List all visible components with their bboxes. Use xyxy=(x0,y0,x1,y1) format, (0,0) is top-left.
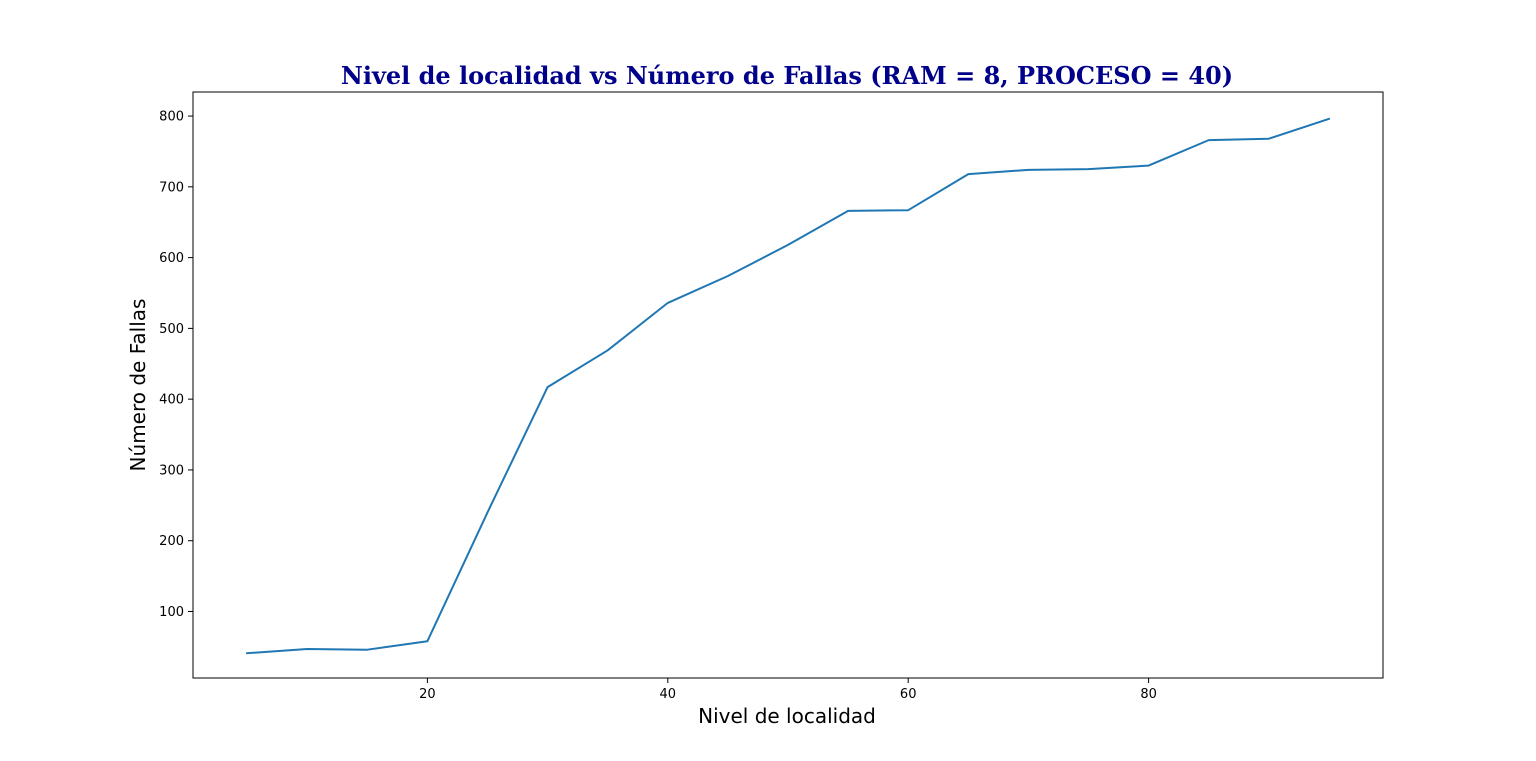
series-line xyxy=(246,117,1331,655)
y-tick-label: 700 xyxy=(159,180,184,195)
y-tick-label: 600 xyxy=(159,251,184,266)
x-tick-label: 20 xyxy=(419,687,436,702)
x-axis: 20 40 60 80 xyxy=(419,678,1157,702)
plot-area xyxy=(246,117,1331,655)
y-tick-label: 400 xyxy=(159,393,184,408)
y-tick-label: 100 xyxy=(159,605,184,620)
y-axis-label: Número de Fallas xyxy=(126,299,150,472)
x-tick-label: 40 xyxy=(660,687,677,702)
x-axis-label: Nivel de localidad xyxy=(698,704,876,728)
x-tick-label: 80 xyxy=(1140,687,1157,702)
plot-frame xyxy=(192,91,1384,679)
y-tick-label: 300 xyxy=(159,463,184,478)
chart-title: Nivel de localidad vs Número de Fallas (… xyxy=(341,61,1233,90)
x-tick-label: 60 xyxy=(900,687,917,702)
y-axis: 100 200 300 400 500 600 700 800 xyxy=(159,110,193,620)
y-tick-label: 500 xyxy=(159,322,184,337)
y-tick-label: 800 xyxy=(159,110,184,125)
y-tick-label: 200 xyxy=(159,534,184,549)
